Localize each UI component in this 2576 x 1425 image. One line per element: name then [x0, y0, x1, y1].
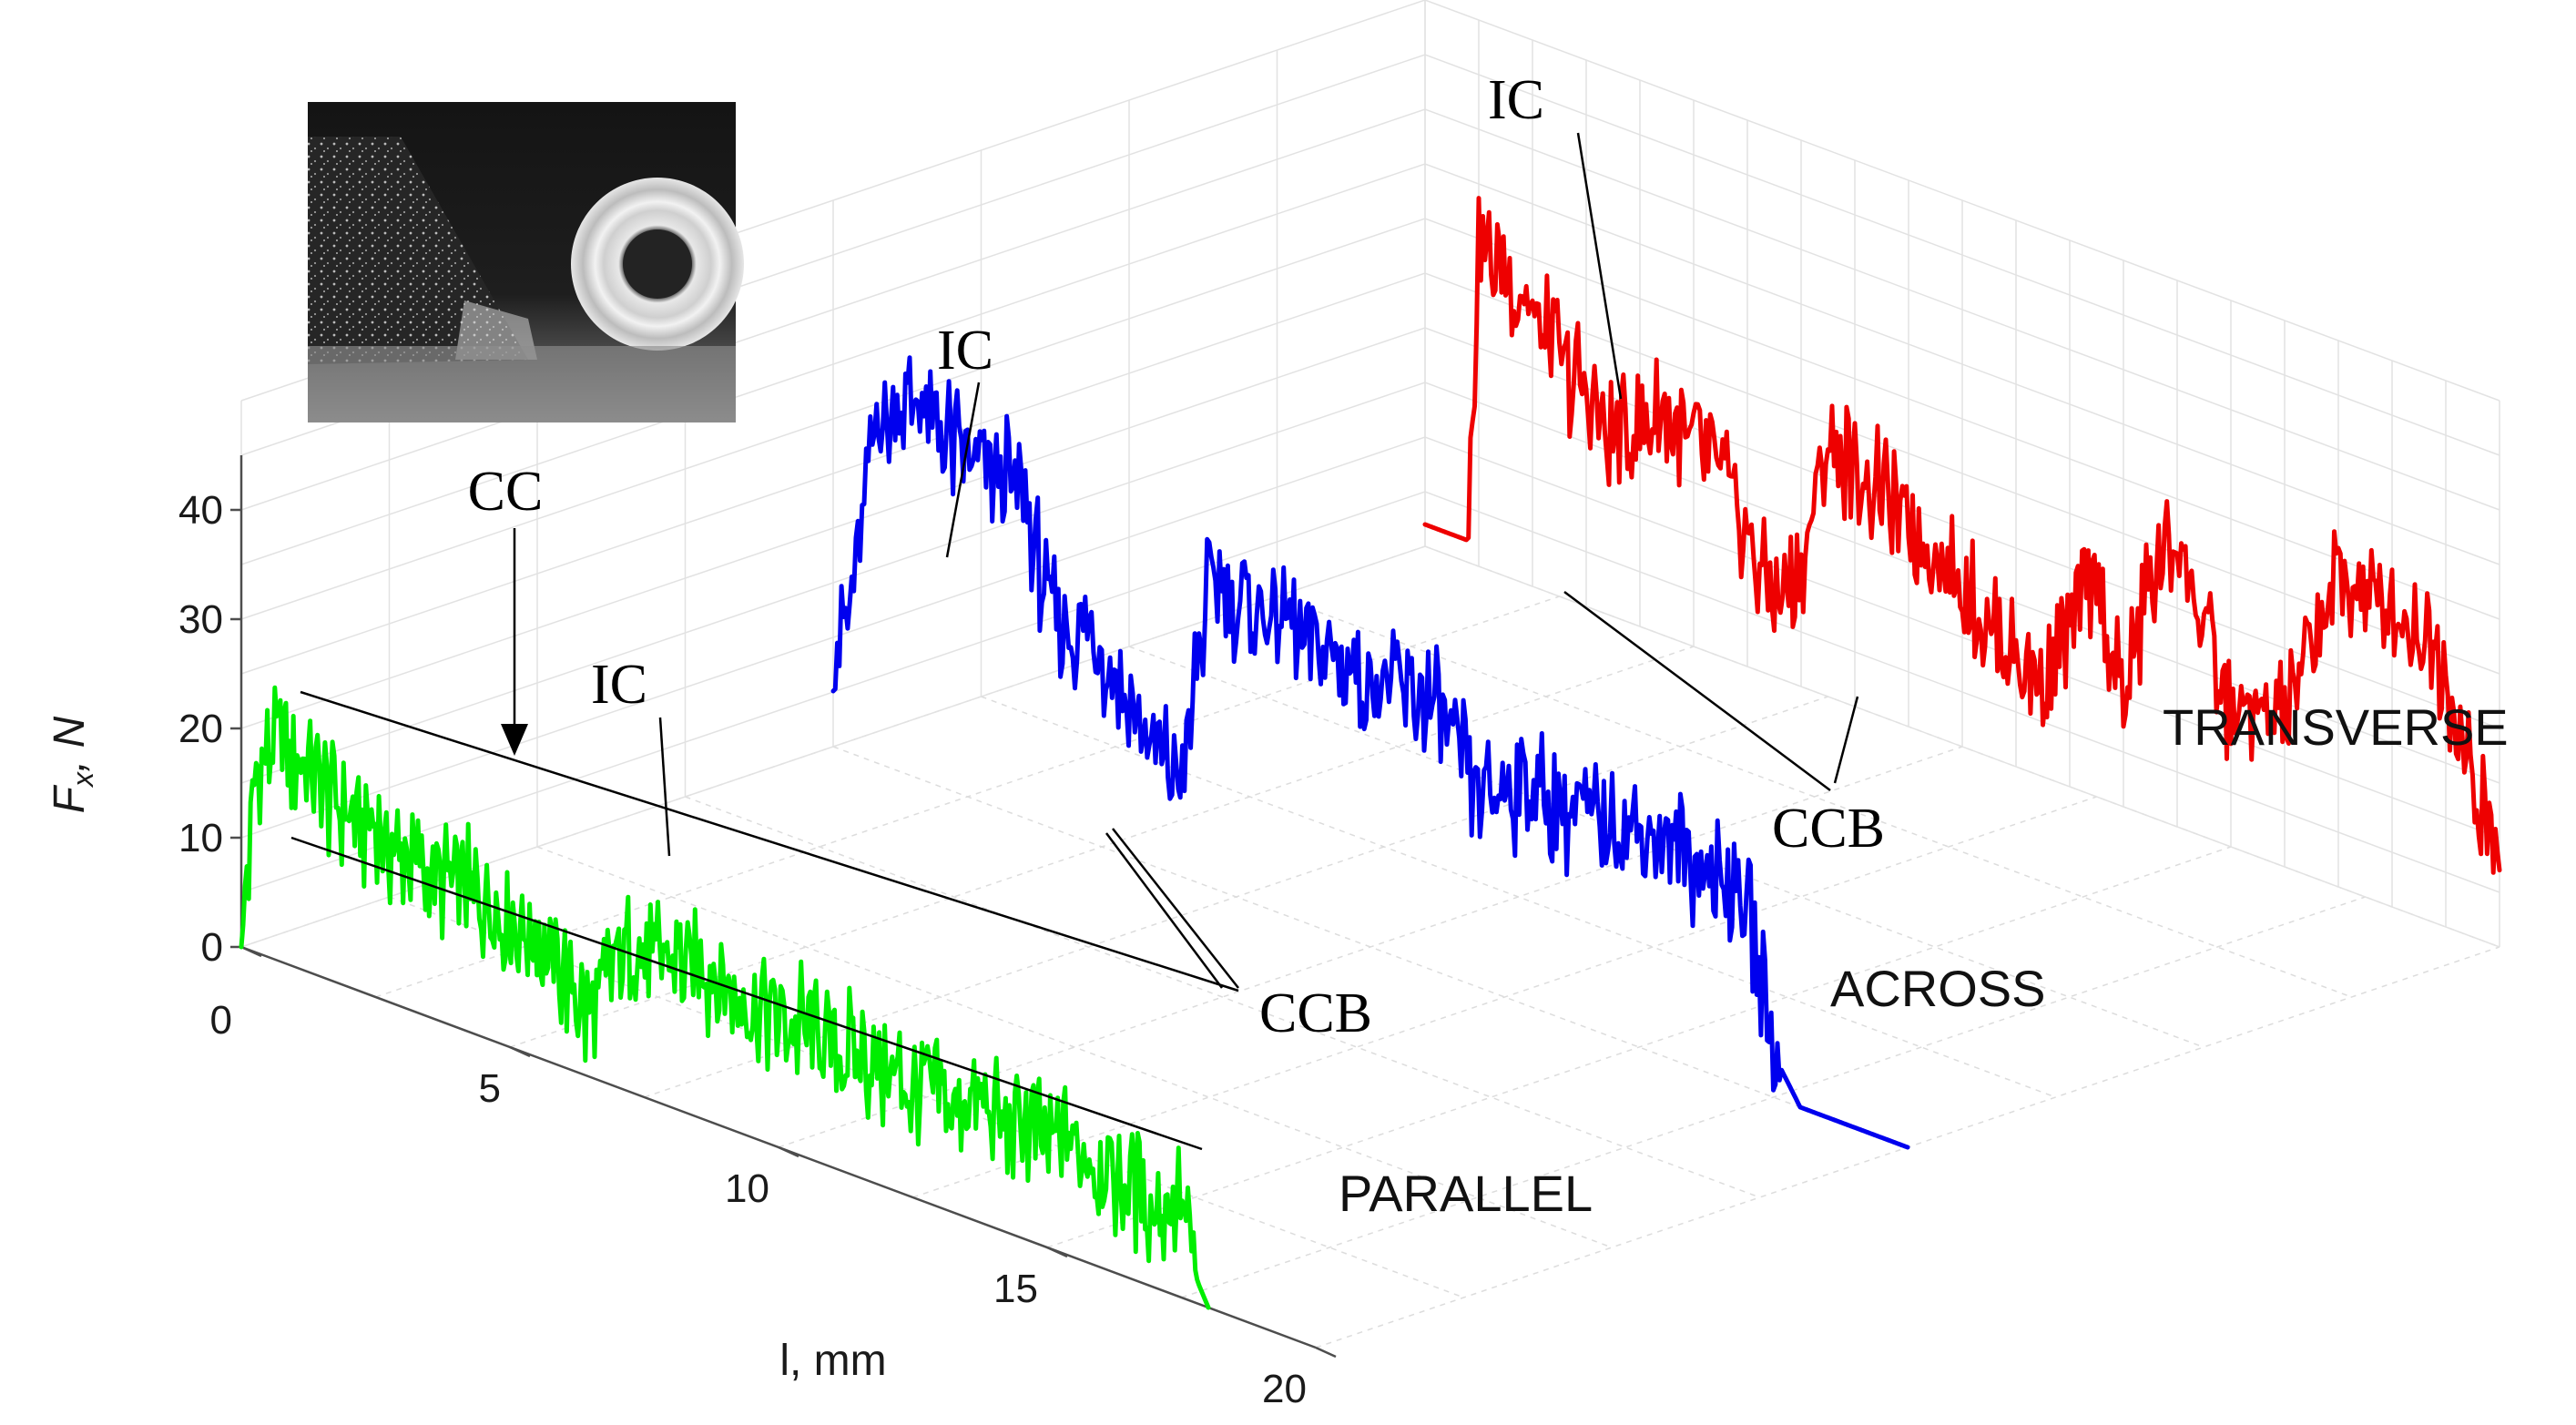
floor-gridline — [375, 595, 1560, 998]
inset-photo — [308, 102, 744, 422]
floor-gridline — [1128, 646, 2204, 1048]
y-tick-label: 20 — [178, 707, 223, 751]
callout-line — [1105, 832, 1224, 989]
annotation-ccb-4: CCB — [1259, 982, 1372, 1044]
callout-line — [300, 690, 1239, 992]
series-label-transverse: TRANSVERSE — [2163, 698, 2509, 756]
series-label-parallel: PARALLEL — [1339, 1165, 1593, 1222]
series-line-parallel — [239, 685, 1211, 1310]
x-tick-label: 15 — [993, 1267, 1038, 1311]
x-tick-label: 10 — [725, 1166, 769, 1211]
wall-gridline — [240, 545, 2500, 948]
series-line-across — [830, 355, 1910, 1150]
x-tick-mark — [509, 1045, 531, 1058]
floor-gridline — [685, 796, 1760, 1198]
series-layer — [239, 196, 2502, 1310]
floor-gridline — [912, 796, 2097, 1198]
y-tick-label: 40 — [178, 488, 223, 533]
callout-line — [1563, 590, 1831, 792]
x-tick-mark — [240, 945, 262, 958]
annotation-cc-0: CC — [468, 461, 544, 523]
x-axis-title: l, mm — [779, 1337, 886, 1385]
x-tick-label: 5 — [479, 1066, 501, 1111]
annotation-ic-2: IC — [591, 654, 647, 716]
annotation-ccb-5: CCB — [1772, 798, 1885, 860]
x-tick-label: 0 — [210, 998, 232, 1043]
callout-line — [658, 717, 671, 857]
y-tick-label: 0 — [201, 925, 223, 970]
y-tick-label: 30 — [178, 597, 223, 642]
y-tick-label: 10 — [178, 816, 223, 860]
series-label-across: ACROSS — [1830, 960, 2046, 1017]
floor-gridline — [1046, 846, 2232, 1248]
cc-arrowhead — [501, 724, 528, 756]
floor-gridline — [1181, 896, 2366, 1298]
callout-line — [1576, 132, 1623, 400]
annotation-ic-3: IC — [1488, 69, 1544, 131]
floor-gridline — [536, 846, 1613, 1248]
x-tick-mark — [1315, 1346, 1337, 1359]
floor-gridline — [644, 696, 1828, 1098]
x-tick-mark — [778, 1145, 799, 1158]
label-layer: Fx, N l, mm 0 10 20 30 40 0 5 10 15 20 PARALLEL ACR… — [46, 69, 2509, 1411]
callout-layer — [290, 132, 1859, 1151]
x-tick-label: 20 — [1262, 1367, 1307, 1411]
callout-line — [945, 382, 981, 558]
y-axis-title: Fx, N — [46, 716, 99, 813]
callout-line — [1112, 828, 1239, 989]
callout-line — [290, 836, 1203, 1151]
annotation-ic-1: IC — [937, 320, 993, 382]
series-line-transverse — [1422, 196, 2502, 875]
x-tick-mark — [1046, 1246, 1068, 1258]
callout-line — [1833, 696, 1859, 784]
